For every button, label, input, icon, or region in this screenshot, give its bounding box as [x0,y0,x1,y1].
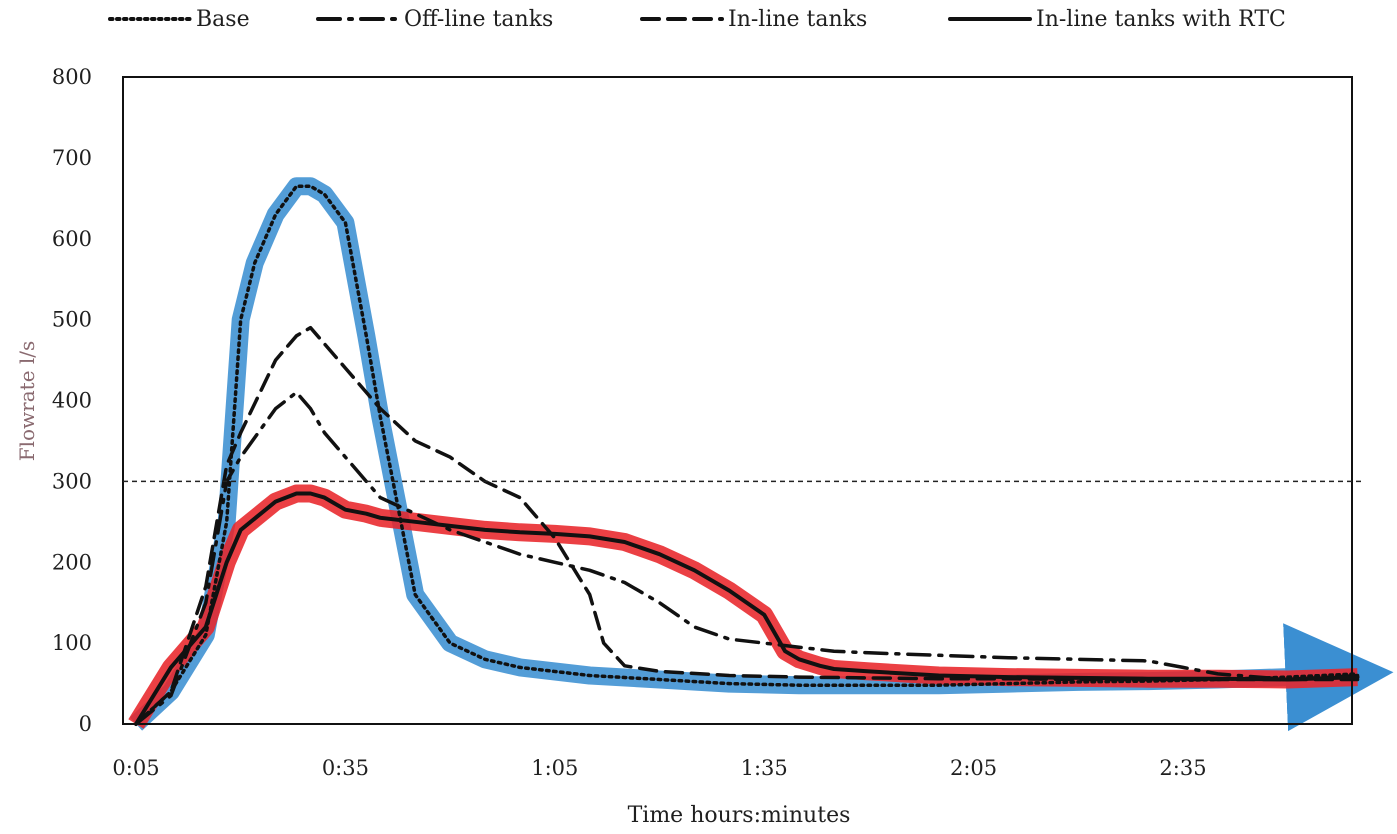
y-tick-label: 500 [52,308,92,332]
legend: Base Off-line tanks In-line tanks In-line t… [108,7,1286,32]
x-tick-label: 2:05 [950,756,997,780]
legend-label: In-line tanks [728,7,867,32]
series-layer [134,184,1360,726]
plot-frame-layer [122,76,1362,725]
x-tick-label: 0:05 [112,756,159,780]
y-tick-label: 300 [52,469,92,493]
y-axis-title: Flowrate l/s [15,341,39,462]
y-tick-label: 800 [52,65,92,89]
x-tick-label: 1:35 [741,756,788,780]
y-tick-label: 400 [52,389,92,413]
y-tick-label: 600 [52,227,92,251]
highlight-layer [128,177,1394,732]
highlight-band [129,177,1394,732]
legend-label: In-line tanks with RTC [1036,7,1286,32]
y-tick-label: 100 [52,631,92,655]
plot-area-frame [122,76,1353,725]
x-tick-label: 2:35 [1159,756,1206,780]
x-tick-label: 0:35 [322,756,369,780]
y-tick-label: 200 [52,550,92,574]
y-tick-label: 0 [79,712,92,736]
series-line [134,390,1360,726]
legend-label: Off-line tanks [404,7,553,32]
y-tick-label: 700 [52,146,92,170]
x-tick-label: 1:05 [531,756,578,780]
series-line [134,184,1360,726]
series-line [134,491,1360,726]
x-axis-title: Time hours:minutes [628,803,851,828]
axes-layer: 0 100 200 300 400 500 600 700 800 0:05 0:35 1:05 1:3… [52,65,1207,780]
legend-label: Base [196,7,250,32]
